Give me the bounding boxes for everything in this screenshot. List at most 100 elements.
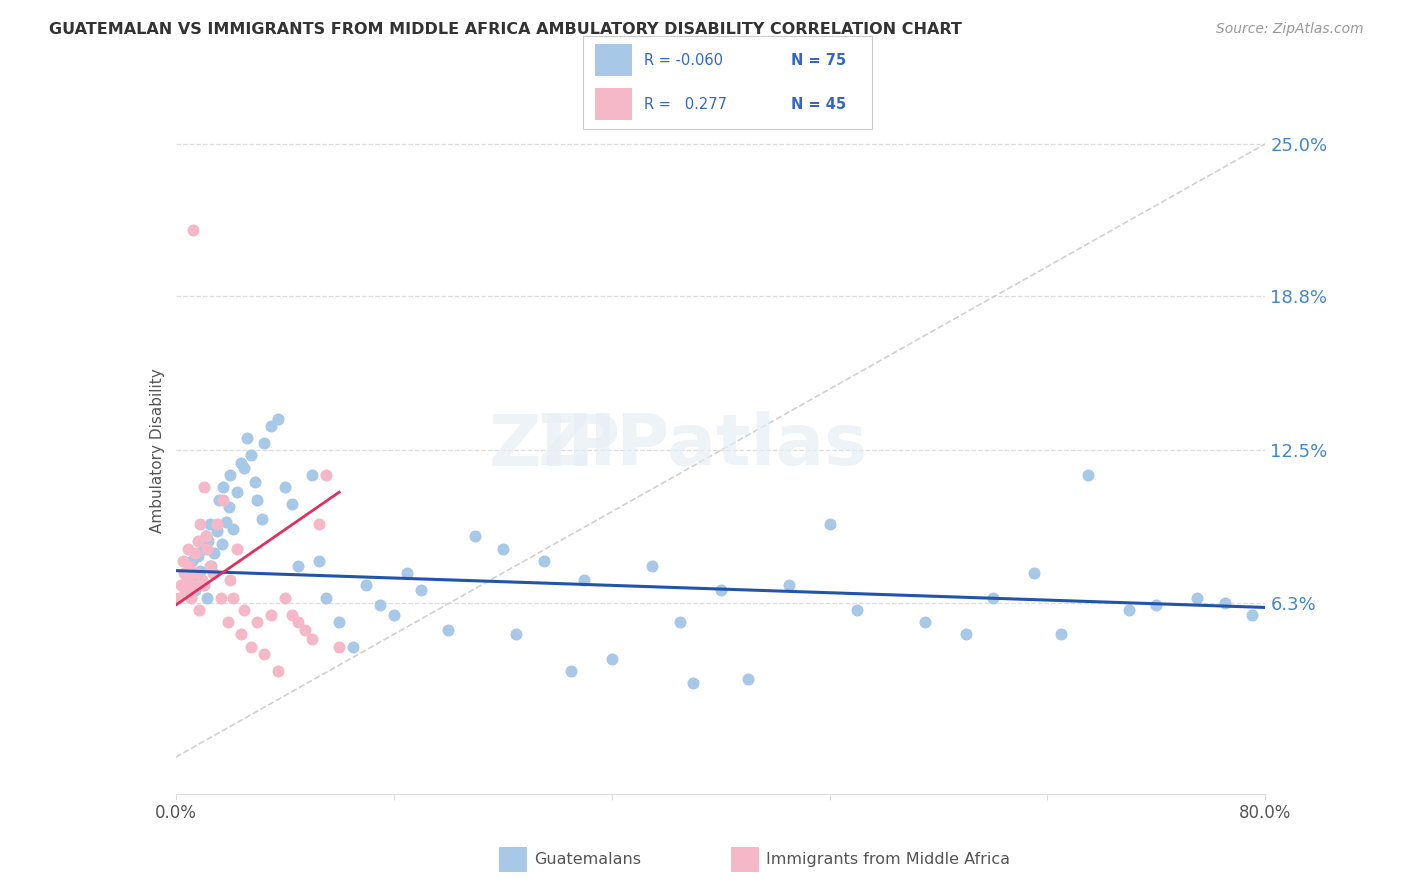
Point — [737, 672, 759, 686]
Point — [246, 615, 269, 630]
Point — [195, 591, 218, 605]
Point — [195, 541, 218, 556]
Point — [710, 583, 733, 598]
Point — [356, 578, 378, 592]
Point — [232, 460, 254, 475]
Point — [172, 554, 194, 568]
Point — [174, 583, 197, 598]
Text: N = 75: N = 75 — [792, 53, 846, 68]
Point — [215, 515, 238, 529]
Point — [464, 529, 486, 543]
Text: ZIPatlas: ZIPatlas — [538, 411, 868, 481]
Point — [202, 546, 225, 561]
Text: ZIP: ZIP — [489, 411, 621, 481]
Point — [294, 623, 316, 637]
Point — [1022, 566, 1045, 581]
Point — [315, 467, 337, 482]
Point — [778, 578, 800, 592]
Point — [222, 522, 245, 536]
Point — [191, 541, 214, 556]
Point — [198, 558, 221, 573]
Point — [668, 615, 690, 630]
Point — [239, 448, 262, 462]
Point — [194, 529, 217, 543]
Point — [301, 467, 323, 482]
Bar — [595, 44, 633, 76]
Point — [186, 566, 208, 581]
Point — [641, 558, 664, 573]
Text: R =   0.277: R = 0.277 — [644, 96, 727, 112]
Point — [274, 480, 297, 494]
Point — [1146, 598, 1168, 612]
Point — [280, 607, 302, 622]
Point — [212, 480, 235, 494]
Point — [197, 534, 219, 549]
Point — [560, 664, 582, 679]
Point — [308, 554, 330, 568]
Point — [217, 615, 239, 630]
Point — [187, 603, 209, 617]
Point — [260, 607, 283, 622]
Point — [167, 591, 190, 605]
Text: Immigrants from Middle Africa: Immigrants from Middle Africa — [766, 853, 1011, 867]
Point — [186, 534, 209, 549]
Point — [682, 676, 704, 690]
Point — [267, 411, 290, 425]
Text: Source: ZipAtlas.com: Source: ZipAtlas.com — [1216, 22, 1364, 37]
Point — [179, 558, 201, 573]
Point — [177, 541, 200, 556]
Point — [181, 554, 204, 568]
Point — [209, 591, 232, 605]
Point — [180, 591, 202, 605]
Point — [183, 223, 205, 237]
Point — [845, 603, 868, 617]
Point — [170, 578, 193, 592]
Point — [287, 558, 309, 573]
Point — [267, 664, 290, 679]
Point — [328, 615, 350, 630]
Point — [179, 566, 201, 581]
Text: N = 45: N = 45 — [792, 96, 846, 112]
Point — [186, 549, 209, 563]
Point — [191, 578, 214, 592]
Point — [328, 640, 350, 654]
Point — [226, 541, 249, 556]
Point — [184, 546, 207, 561]
Point — [219, 574, 242, 588]
Point — [193, 480, 215, 494]
Point — [193, 578, 215, 592]
Point — [235, 431, 257, 445]
Point — [232, 603, 254, 617]
Point — [818, 516, 841, 531]
Point — [1213, 596, 1236, 610]
Point — [226, 485, 249, 500]
Bar — [595, 88, 633, 120]
Point — [211, 536, 233, 550]
Point — [1118, 603, 1140, 617]
Point — [212, 492, 235, 507]
Point — [287, 615, 309, 630]
Point — [198, 516, 221, 531]
Point — [200, 558, 222, 573]
Point — [600, 652, 623, 666]
Point — [315, 591, 337, 605]
Point — [176, 574, 198, 588]
Point — [231, 627, 253, 641]
Point — [368, 598, 391, 612]
Text: GUATEMALAN VS IMMIGRANTS FROM MIDDLE AFRICA AMBULATORY DISABILITY CORRELATION CH: GUATEMALAN VS IMMIGRANTS FROM MIDDLE AFR… — [49, 22, 962, 37]
Point — [409, 583, 432, 598]
Point — [253, 436, 276, 450]
Point — [492, 541, 515, 556]
Point — [574, 574, 596, 588]
Point — [981, 591, 1004, 605]
Text: R = -0.060: R = -0.060 — [644, 53, 723, 68]
Point — [253, 647, 276, 661]
Point — [505, 627, 527, 641]
Point — [218, 500, 240, 514]
Y-axis label: Ambulatory Disability: Ambulatory Disability — [149, 368, 165, 533]
Point — [231, 456, 253, 470]
Point — [186, 571, 208, 585]
Point — [205, 516, 228, 531]
Point — [250, 512, 273, 526]
Point — [342, 640, 364, 654]
